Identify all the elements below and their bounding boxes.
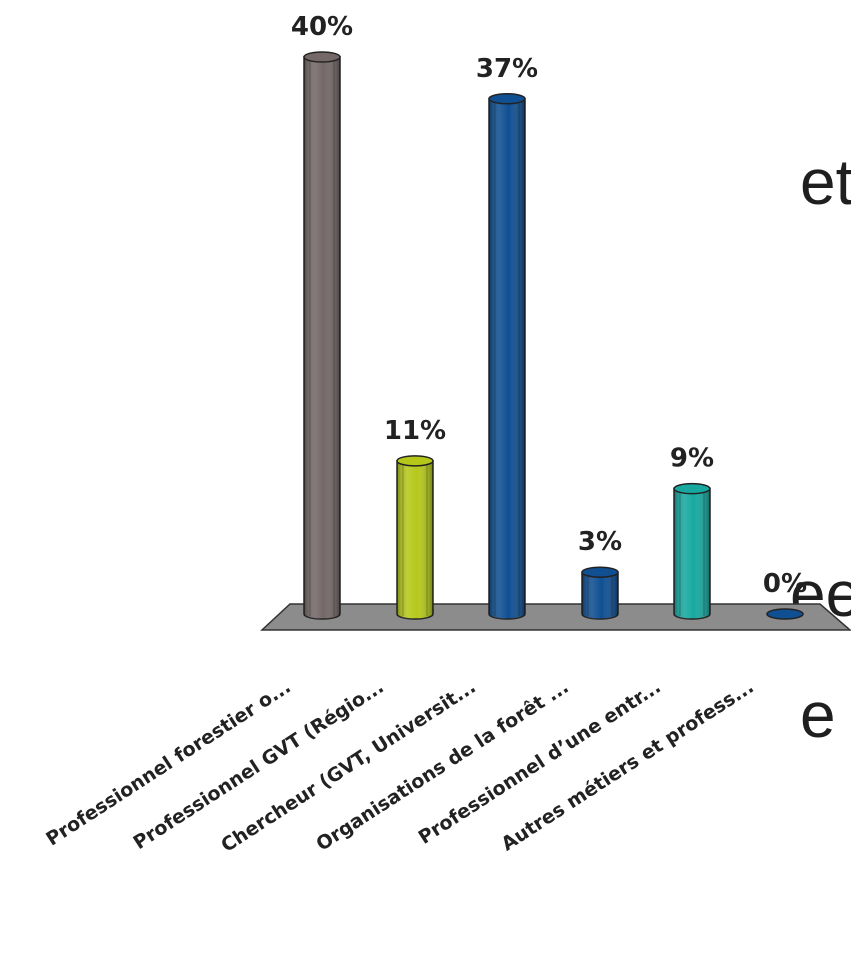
data-label: 9% bbox=[670, 444, 714, 474]
bar bbox=[581, 566, 619, 620]
bar bbox=[396, 455, 434, 620]
data-label: 40% bbox=[291, 12, 353, 42]
bar bbox=[303, 51, 341, 620]
bar bbox=[766, 608, 804, 620]
bar bbox=[488, 93, 526, 620]
data-label: 3% bbox=[578, 527, 622, 557]
background-text-fragment: e bbox=[800, 679, 836, 751]
chart-floor bbox=[260, 603, 851, 631]
data-label: 0% bbox=[763, 569, 807, 599]
data-label: 11% bbox=[384, 416, 446, 446]
bar bbox=[673, 482, 711, 620]
data-label: 37% bbox=[476, 54, 538, 84]
background-text-fragment: et bbox=[800, 146, 851, 218]
